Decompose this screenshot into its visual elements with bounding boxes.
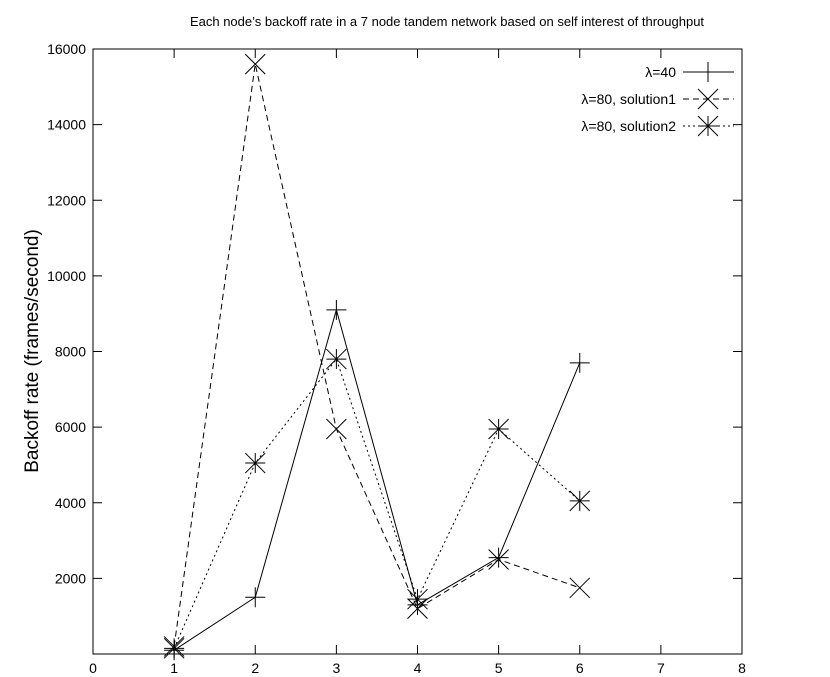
series-line: [173, 358, 581, 649]
x-tick-label: 8: [738, 660, 746, 676]
series-layer: [163, 53, 591, 661]
legend-marker: [697, 88, 719, 110]
x-tick-label: 5: [495, 660, 503, 676]
marker-stroke: [326, 348, 347, 370]
y-tick-label: 2000: [55, 570, 86, 586]
data-point: [569, 490, 591, 512]
marker-stroke: [569, 577, 591, 599]
marker-stroke: [569, 490, 591, 512]
data-point: [163, 637, 185, 659]
x-tick-label: 4: [414, 660, 422, 676]
data-point: [326, 418, 347, 440]
data-point: [326, 299, 347, 320]
legend-label: λ=40: [645, 64, 676, 80]
data-point: [244, 452, 266, 474]
y-axis-label: Backoff rate (frames/second): [22, 229, 43, 473]
series-3: [163, 348, 591, 659]
y-tick-label: 14000: [47, 117, 86, 133]
y-tick-label: 6000: [55, 419, 86, 435]
y-tick-label: 12000: [47, 192, 86, 208]
data-point: [407, 588, 428, 610]
chart-title: Each node’s backoff rate in a 7 node tan…: [190, 14, 704, 29]
marker-stroke: [326, 418, 347, 440]
plot-frame: [92, 48, 743, 655]
legend-item: λ=80, solution1: [581, 88, 734, 110]
series-line: [173, 308, 581, 651]
legend-marker: [698, 62, 718, 82]
x-tick-label: 7: [657, 660, 665, 676]
x-tick-label: 1: [170, 660, 178, 676]
data-point: [488, 418, 509, 440]
y-axis: 2000 4000 6000 8000 10000 12000 14000 16000: [47, 41, 742, 586]
y-tick-label: 8000: [55, 344, 86, 360]
legend-label: λ=80, solution1: [581, 91, 676, 107]
data-point: [488, 547, 509, 568]
marker-stroke: [488, 549, 509, 570]
y-tick-label: 10000: [47, 268, 86, 284]
marker-stroke: [488, 418, 509, 440]
data-point: [569, 352, 590, 373]
data-point: [245, 587, 266, 608]
x-tick-label: 6: [576, 660, 584, 676]
data-point: [569, 577, 591, 599]
y-tick-label: 16000: [47, 41, 86, 57]
marker-stroke: [697, 115, 719, 137]
x-tick-label: 0: [89, 660, 97, 676]
legend-item: λ=40: [645, 62, 734, 82]
legend-marker: [697, 115, 719, 137]
series-line: [173, 64, 580, 647]
legend-item: λ=80, solution2: [581, 115, 734, 137]
marker-stroke: [244, 53, 266, 75]
series-2: [163, 53, 591, 657]
data-point: [244, 53, 266, 75]
x-tick-label: 2: [251, 660, 259, 676]
y-tick-label: 4000: [55, 495, 86, 511]
x-tick-label: 3: [332, 660, 340, 676]
marker-stroke: [697, 88, 719, 110]
legend: λ=40 λ=80, solution1 λ=80, solution2: [581, 62, 734, 137]
data-point: [326, 348, 347, 370]
marker-stroke: [407, 588, 428, 610]
legend-label: λ=80, solution2: [581, 118, 676, 134]
marker-stroke: [244, 452, 266, 474]
data-point: [488, 549, 509, 570]
marker-stroke: [163, 637, 185, 659]
x-axis: 0 1 2 3 4 5 6 7 8: [89, 49, 746, 676]
